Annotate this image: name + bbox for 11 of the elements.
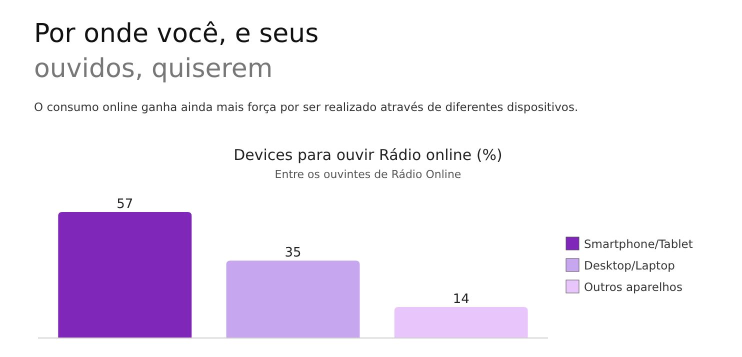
data-label: 14 [452,292,470,308]
data-label: 35 [284,246,302,261]
chart-subtitle: Entre os ouvintes de Rádio Online [274,168,462,181]
legend-label: Desktop/Laptop [584,258,675,272]
legend-label: Smartphone/Tablet [584,237,694,251]
text: ouvidos, quiserem [34,54,273,84]
legend-label: Outros aparelhos [584,280,682,294]
text: O consumo online ganha ainda mais força por ser realizado através de diferentes dispositivos. [34,100,578,114]
data-label: 57 [116,197,134,212]
chart-title: Devices para ouvir Rádio online (%) [234,146,502,164]
text: Por onde você, e seus [34,19,319,49]
